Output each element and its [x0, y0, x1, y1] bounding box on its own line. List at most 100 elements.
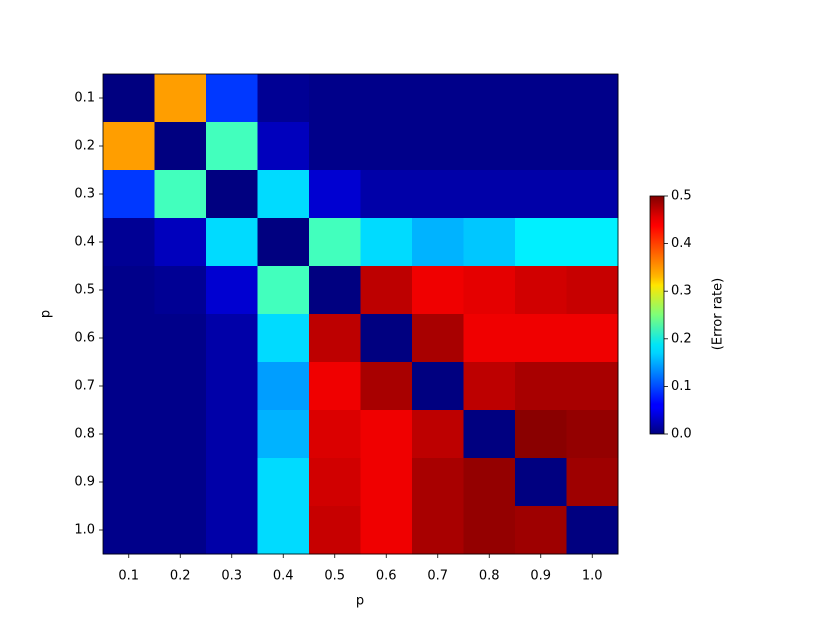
heatmap-cell	[257, 122, 310, 171]
heatmap-cell	[463, 314, 516, 363]
heatmap-cell	[412, 74, 464, 123]
heatmap-cell	[206, 74, 258, 123]
heatmap-cell	[154, 170, 207, 219]
heatmap-cell	[206, 362, 258, 411]
heatmap-cell	[412, 122, 464, 171]
heatmap-cell	[309, 170, 361, 219]
heatmap-cell	[566, 506, 619, 555]
colorbar-label: (Error rate)	[711, 278, 726, 350]
heatmap-cell	[154, 362, 207, 411]
heatmap-cell	[360, 170, 413, 219]
heatmap-cell	[206, 410, 258, 459]
heatmap-cell	[515, 314, 567, 363]
heatmap-cell	[309, 266, 361, 315]
heatmap-cell	[412, 506, 464, 555]
y-tick-label: 0.7	[74, 379, 95, 394]
heatmap-cell	[515, 458, 567, 507]
heatmap-cell	[257, 506, 310, 555]
heatmap-cell	[309, 458, 361, 507]
heatmap-cell	[360, 458, 413, 507]
heatmap-cell	[515, 362, 567, 411]
heatmap-cell	[206, 314, 258, 363]
heatmap-cell	[566, 314, 619, 363]
heatmap-cell	[360, 74, 413, 123]
heatmap-cell	[257, 218, 310, 267]
y-tick-label: 0.4	[74, 235, 95, 250]
x-tick-label: 0.1	[118, 569, 139, 584]
heatmap-cell	[103, 410, 155, 459]
heatmap-cell	[566, 74, 619, 123]
heatmap-cell	[566, 266, 619, 315]
colorbar	[649, 195, 665, 435]
heatmap-cell	[463, 122, 516, 171]
heatmap-cell	[309, 362, 361, 411]
heatmap-cell	[463, 410, 516, 459]
heatmap-cell	[309, 314, 361, 363]
heatmap-cell	[206, 218, 258, 267]
colorbar-tick-label: 0.4	[671, 236, 692, 251]
heatmap-cell	[257, 74, 310, 123]
heatmap-cell	[257, 170, 310, 219]
heatmap-cell	[566, 122, 619, 171]
heatmap-cell	[463, 506, 516, 555]
colorbar-tick-label: 0.0	[671, 427, 692, 442]
y-tick-label: 0.6	[74, 331, 95, 346]
heatmap-cell	[206, 458, 258, 507]
heatmap-cell	[360, 362, 413, 411]
x-tick-label: 0.6	[376, 569, 397, 584]
heatmap-cell	[412, 218, 464, 267]
heatmap-cell	[412, 458, 464, 507]
heatmap-cell	[360, 506, 413, 555]
heatmap-cell	[154, 266, 207, 315]
heatmap-cell	[103, 506, 155, 555]
heatmap-cell	[566, 218, 619, 267]
x-tick-label: 0.2	[170, 569, 191, 584]
y-tick-label: 0.9	[74, 475, 95, 490]
heatmap-cell	[566, 410, 619, 459]
heatmap-cell	[515, 170, 567, 219]
x-tick-label: 0.3	[221, 569, 242, 584]
heatmap-cell	[309, 74, 361, 123]
heatmap-cell	[103, 218, 155, 267]
heatmap-cell	[103, 314, 155, 363]
heatmap-cell	[360, 122, 413, 171]
heatmap-cell	[360, 266, 413, 315]
heatmap-cell	[360, 218, 413, 267]
heatmap-cell	[154, 122, 207, 171]
colorbar-tick-label: 0.2	[671, 331, 692, 346]
heatmap-cell	[103, 122, 155, 171]
heatmap-cell	[463, 458, 516, 507]
x-tick-label: 0.8	[479, 569, 500, 584]
heatmap-cell	[154, 458, 207, 507]
heatmap-cell	[463, 362, 516, 411]
heatmap-cell	[103, 266, 155, 315]
heatmap-cell	[515, 266, 567, 315]
x-tick-label: 0.9	[530, 569, 551, 584]
y-tick-label: 1.0	[74, 523, 95, 538]
heatmap-cell	[309, 122, 361, 171]
heatmap-cell	[206, 170, 258, 219]
heatmap-cell	[257, 266, 310, 315]
heatmap-cell	[360, 314, 413, 363]
heatmap-cell	[566, 170, 619, 219]
heatmap-cell	[515, 506, 567, 555]
heatmap-cell	[515, 410, 567, 459]
heatmap-cell	[154, 506, 207, 555]
heatmap-cell	[154, 218, 207, 267]
heatmap-cell	[566, 458, 619, 507]
y-tick-label: 0.1	[74, 91, 95, 106]
plot-frame	[102, 73, 619, 555]
heatmap-cell	[463, 170, 516, 219]
heatmap-cell	[154, 74, 207, 123]
heatmap-cell	[515, 122, 567, 171]
heatmap-cell	[515, 74, 567, 123]
y-tick-label: 0.5	[74, 283, 95, 298]
heatmap-cell	[154, 314, 207, 363]
heatmap-cell	[412, 314, 464, 363]
heatmap-cell	[103, 74, 155, 123]
heatmap-cell	[257, 362, 310, 411]
heatmap-cell	[103, 458, 155, 507]
colorbar-tick-label: 0.1	[671, 379, 692, 394]
x-tick-label: 0.4	[273, 569, 294, 584]
